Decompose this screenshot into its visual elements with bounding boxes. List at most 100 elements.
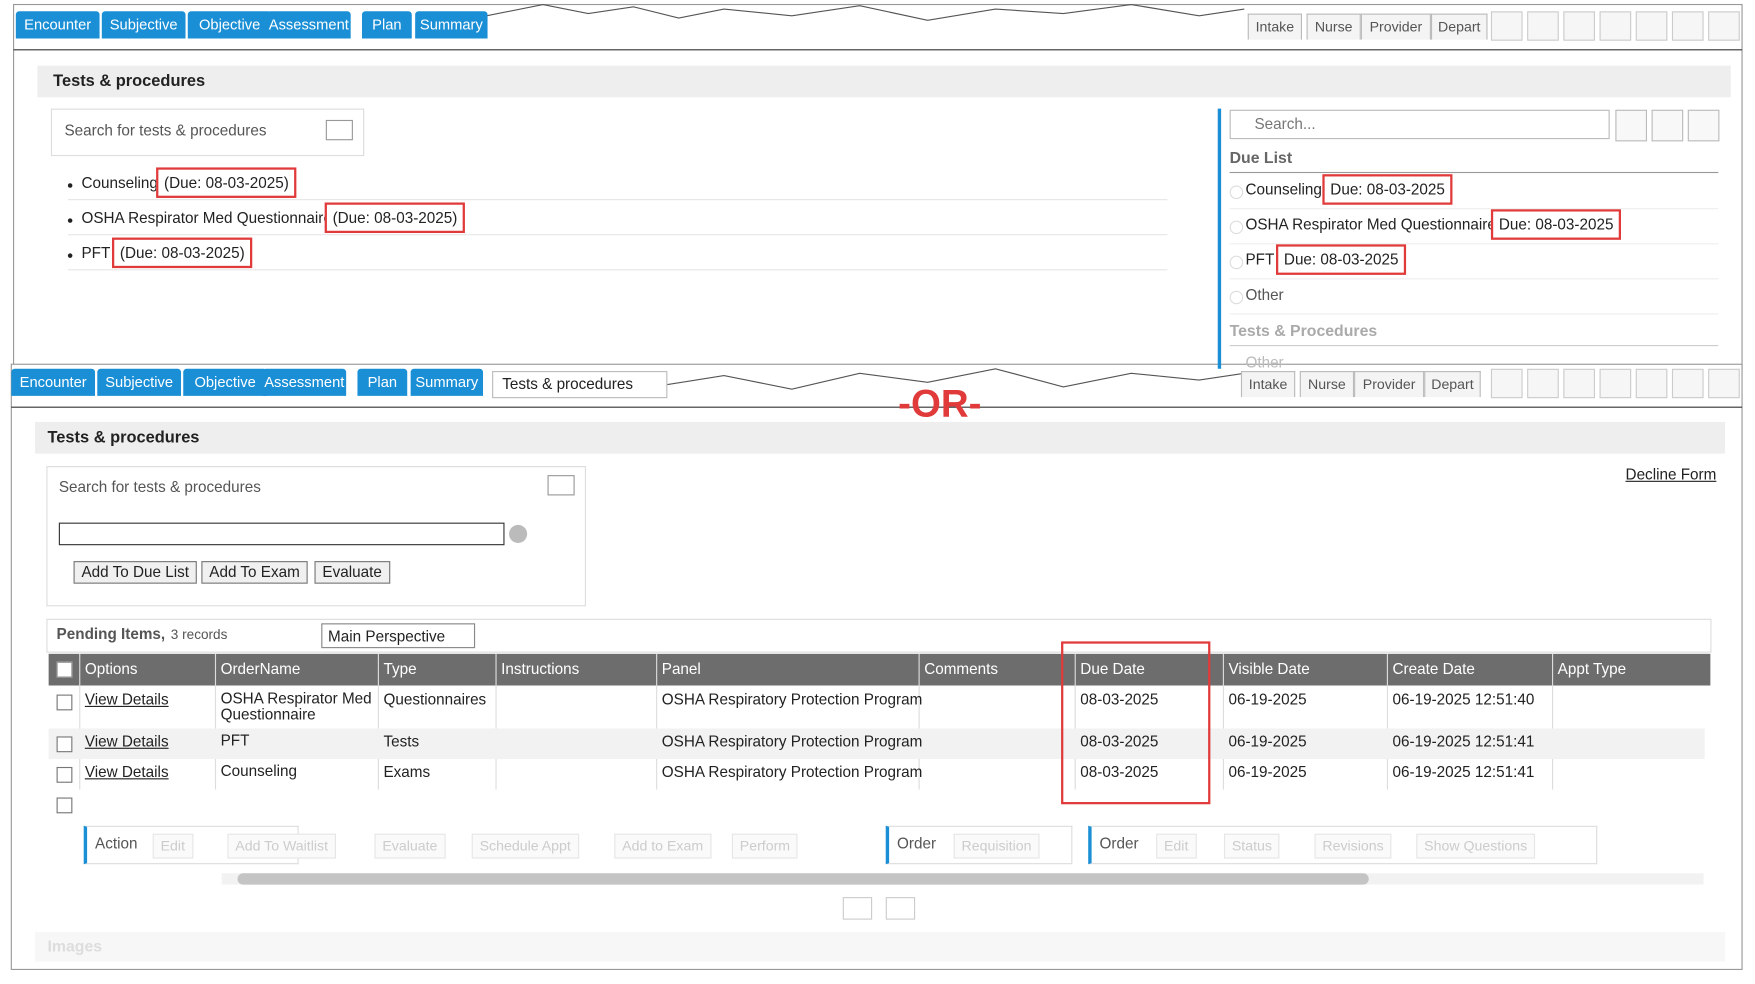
column-header[interactable]: OrderName xyxy=(220,660,301,678)
column-header[interactable]: Visible Date xyxy=(1228,660,1310,678)
scroll-thumb[interactable] xyxy=(237,873,1369,885)
column-header[interactable]: Create Date xyxy=(1392,660,1475,678)
action-button[interactable]: Edit xyxy=(152,833,193,859)
column-header[interactable]: Type xyxy=(383,660,417,678)
action-button[interactable]: Requisition xyxy=(953,833,1040,859)
action-label: Order xyxy=(1099,834,1139,852)
toolbar-icon[interactable] xyxy=(1490,11,1523,41)
due-item-name: Other xyxy=(1245,286,1284,304)
toolbar-icon[interactable] xyxy=(1527,11,1559,41)
due-item-name: Counseling xyxy=(1245,180,1322,198)
row-checkbox[interactable] xyxy=(56,694,73,711)
right-tab[interactable]: Intake xyxy=(1247,13,1303,40)
pending-bar xyxy=(46,618,1712,653)
right-tab[interactable]: Nurse xyxy=(1299,371,1355,398)
toolbar-icon[interactable] xyxy=(1708,368,1740,399)
column-header[interactable]: Appt Type xyxy=(1557,660,1627,678)
due-list-title: Due List xyxy=(1229,148,1293,167)
cell: 06-19-2025 12:51:41 xyxy=(1392,763,1535,781)
side-button[interactable] xyxy=(1687,109,1720,142)
action-button[interactable]: Add To Waitlist xyxy=(227,833,336,859)
side-button[interactable] xyxy=(1615,109,1648,142)
tab[interactable]: Plan xyxy=(361,11,412,39)
cell: 06-19-2025 xyxy=(1228,763,1307,781)
toolbar-icon[interactable] xyxy=(1563,11,1595,41)
action-button[interactable]: Status xyxy=(1223,833,1280,859)
add-circle[interactable] xyxy=(509,524,528,543)
bullet xyxy=(67,253,73,258)
action-button[interactable]: Schedule Appt xyxy=(471,833,579,859)
action-group xyxy=(885,825,1073,865)
view-details-link[interactable]: View Details xyxy=(84,691,169,709)
tab[interactable]: Assessment xyxy=(262,368,347,396)
action-button[interactable]: Show Questions xyxy=(1416,833,1536,859)
tab[interactable]: Subjective xyxy=(101,11,186,39)
row-checkbox[interactable] xyxy=(56,736,73,753)
view-details-link[interactable]: View Details xyxy=(84,763,169,781)
bullet xyxy=(67,218,73,223)
right-tab[interactable]: Depart xyxy=(1424,371,1481,398)
perspective-select[interactable]: Main Perspective xyxy=(321,623,476,649)
side-button[interactable] xyxy=(1651,109,1684,142)
header-checkbox[interactable] xyxy=(56,661,73,678)
column-header[interactable]: Due Date xyxy=(1080,660,1145,678)
toolbar-icon[interactable] xyxy=(1490,368,1523,399)
item-rule xyxy=(67,234,1168,236)
action-button[interactable]: Revisions xyxy=(1314,833,1392,859)
empty-checkbox[interactable] xyxy=(56,797,73,814)
button[interactable]: Add To Due List xyxy=(73,561,197,584)
column-header[interactable]: Comments xyxy=(924,660,999,678)
right-tab[interactable]: Intake xyxy=(1240,371,1296,398)
save-button[interactable] xyxy=(885,897,916,920)
toolbar-icon[interactable] xyxy=(1527,368,1559,399)
tab[interactable]: Plan xyxy=(357,368,408,396)
action-button[interactable]: Evaluate xyxy=(374,833,446,859)
toolbar-icon[interactable] xyxy=(1708,11,1740,41)
right-tab[interactable]: Provider xyxy=(1360,13,1431,40)
tab[interactable]: Objective xyxy=(183,368,267,396)
toolbar-icon[interactable] xyxy=(1599,11,1632,41)
column-sep xyxy=(79,653,81,790)
toolbar-icon[interactable] xyxy=(1671,368,1704,399)
tab[interactable]: Subjective xyxy=(97,368,181,396)
button[interactable]: Add To Exam xyxy=(201,561,308,584)
torn-edge xyxy=(486,3,1245,21)
decline-link[interactable]: Decline Form xyxy=(1625,466,1717,484)
item-rule xyxy=(67,269,1168,271)
tab[interactable]: Assessment xyxy=(266,11,351,39)
right-tab[interactable]: Nurse xyxy=(1306,13,1361,40)
next-section-bar xyxy=(35,932,1726,962)
section-rule xyxy=(1229,345,1719,347)
column-sep xyxy=(377,653,379,790)
toolbar-icon[interactable] xyxy=(1563,368,1595,399)
column-header[interactable]: Instructions xyxy=(501,660,580,678)
button[interactable]: Evaluate xyxy=(314,561,390,584)
tab[interactable]: Summary xyxy=(415,11,488,39)
cell: PFT xyxy=(220,731,250,749)
search-input[interactable] xyxy=(58,522,505,546)
row-checkbox[interactable] xyxy=(56,766,73,783)
right-tab[interactable]: Provider xyxy=(1354,371,1425,398)
action-button[interactable]: Perform xyxy=(731,833,799,859)
expand-button[interactable] xyxy=(842,897,873,920)
open-tab[interactable]: Tests & procedures xyxy=(492,371,668,399)
cell: OSHA Respiratory Protection Program xyxy=(661,733,923,750)
column-header[interactable]: Options xyxy=(84,660,138,678)
column-header[interactable]: Panel xyxy=(661,660,701,678)
toolbar-icon[interactable] xyxy=(1635,368,1668,399)
view-details-link[interactable]: View Details xyxy=(84,733,169,750)
action-button[interactable]: Edit xyxy=(1156,833,1197,859)
cell: 06-19-2025 12:51:40 xyxy=(1392,691,1535,709)
right-tab[interactable]: Depart xyxy=(1430,13,1488,40)
action-button[interactable]: Add to Exam xyxy=(614,833,712,859)
tab[interactable]: Objective xyxy=(187,11,272,39)
toolbar-icon[interactable] xyxy=(1599,368,1632,399)
tab[interactable]: Summary xyxy=(410,368,484,396)
tab[interactable]: Encounter xyxy=(11,368,96,396)
due-item-date: Due: 08-03-2025 xyxy=(1322,174,1453,205)
tab[interactable]: Encounter xyxy=(15,11,100,39)
toolbar-icon[interactable] xyxy=(1671,11,1704,41)
item-name: Counseling xyxy=(81,174,158,192)
cell: 08-03-2025 xyxy=(1080,691,1159,709)
toolbar-icon[interactable] xyxy=(1635,11,1668,41)
